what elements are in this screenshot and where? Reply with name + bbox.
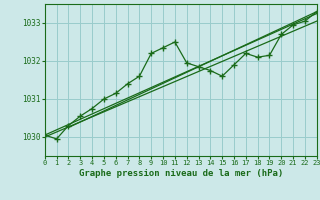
X-axis label: Graphe pression niveau de la mer (hPa): Graphe pression niveau de la mer (hPa) [79, 169, 283, 178]
